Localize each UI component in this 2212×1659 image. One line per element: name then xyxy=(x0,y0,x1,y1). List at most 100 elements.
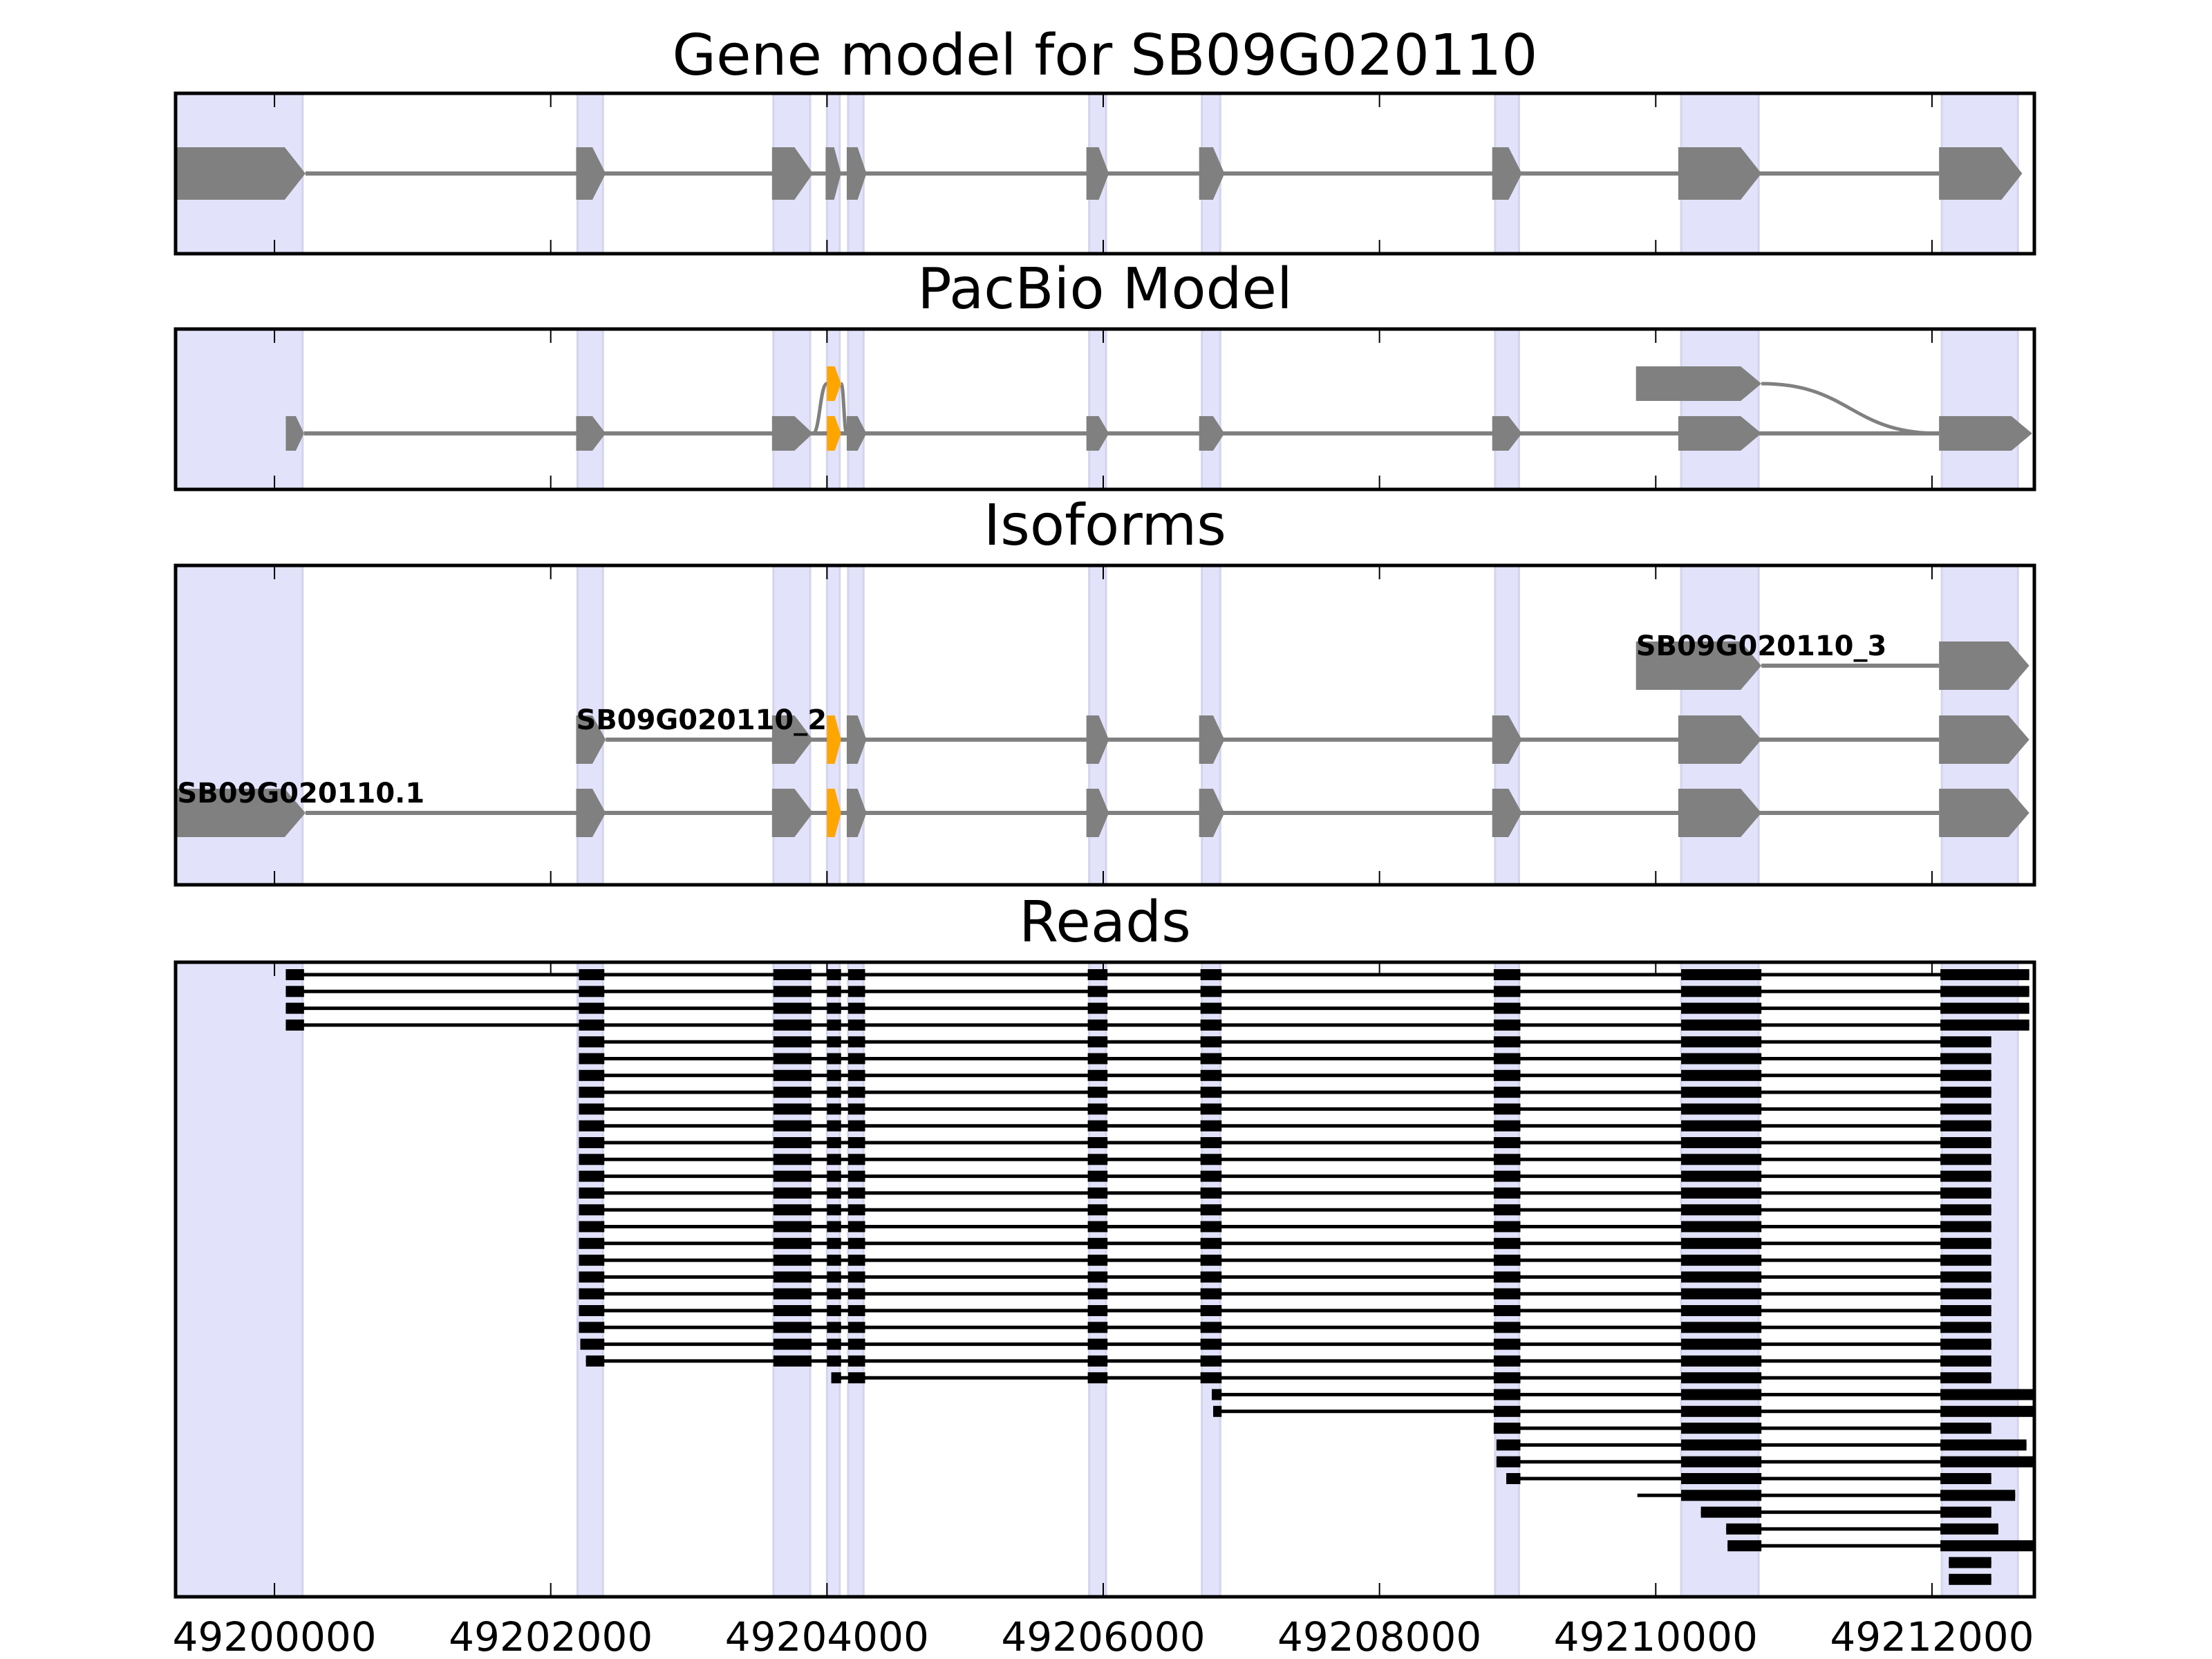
read-exon-block xyxy=(1681,1103,1762,1115)
read-exon-block xyxy=(1087,986,1108,997)
read-exon-block xyxy=(1493,1355,1521,1367)
read-exon-block xyxy=(1087,1103,1108,1115)
read-exon-block xyxy=(1087,1288,1108,1300)
read-exon-block xyxy=(1496,1456,1521,1468)
read-exon-block xyxy=(1681,1154,1762,1165)
exon xyxy=(1939,147,2023,200)
read-exon-block xyxy=(1200,1255,1222,1266)
splice-connection xyxy=(812,382,828,435)
exon xyxy=(1939,416,2032,451)
read-exon-block xyxy=(773,1204,812,1216)
read-exon-block xyxy=(773,1170,812,1182)
panel-plot-area xyxy=(176,565,2030,885)
read-exon-block xyxy=(1940,1439,2027,1451)
read-exon-block xyxy=(285,1019,304,1031)
read-exon-block xyxy=(1681,1019,1762,1031)
read-exon-block xyxy=(847,1036,865,1048)
read-exon-block xyxy=(847,1120,865,1132)
read-exon-block xyxy=(1493,1389,1521,1400)
read-exon-block xyxy=(579,969,605,980)
exon xyxy=(846,416,867,451)
x-tick-label: 49202000 xyxy=(449,1613,653,1659)
panel-frame xyxy=(174,91,2036,256)
read-exon-block xyxy=(827,1355,841,1367)
read-exon-block xyxy=(579,1120,605,1132)
read xyxy=(579,1204,1991,1216)
read xyxy=(579,1137,1991,1148)
read-exon-block xyxy=(1940,1305,1991,1316)
read-exon-block xyxy=(1087,1372,1108,1384)
read-exon-block xyxy=(827,986,841,997)
read-exon-block xyxy=(579,1271,605,1283)
read-exon-block xyxy=(1087,1271,1108,1283)
exon xyxy=(1199,789,1225,837)
read-exon-block xyxy=(1940,1405,2034,1417)
panel-frame xyxy=(174,563,2036,887)
exon-highlight-band xyxy=(825,329,841,489)
read-exon-block xyxy=(1940,1137,1991,1148)
read-exon-block xyxy=(1940,1019,2030,1031)
read-exon-block xyxy=(1681,1237,1762,1249)
read-exon-block xyxy=(1496,1439,1521,1451)
read-exon-block xyxy=(773,969,812,980)
exon xyxy=(1199,147,1225,200)
read-exon-block xyxy=(579,1288,605,1300)
x-tick-label: 49210000 xyxy=(1554,1613,1758,1659)
read-exon-block xyxy=(1087,1338,1108,1350)
read-exon-block xyxy=(1493,986,1521,997)
exon xyxy=(1086,715,1109,764)
read-exon-block xyxy=(827,1237,841,1249)
read xyxy=(1949,1573,1991,1585)
read-exon-block xyxy=(1940,1002,2030,1014)
read-exon-block xyxy=(1681,1053,1762,1065)
read-exon-block xyxy=(773,1120,812,1132)
read xyxy=(1726,1523,1998,1535)
read-exon-block xyxy=(1681,1036,1762,1048)
read-exon-block xyxy=(1087,1154,1108,1165)
exon xyxy=(771,416,813,451)
read-exon-block xyxy=(847,1154,865,1165)
read-exon-block xyxy=(773,1271,812,1283)
read-exon-block xyxy=(827,1255,841,1266)
read-exon-block xyxy=(847,986,865,997)
read-exon-block xyxy=(1087,1170,1108,1182)
read-exon-block xyxy=(1200,1069,1222,1081)
read-exon-block xyxy=(1087,969,1108,980)
read-exon-block xyxy=(579,1137,605,1148)
read-exon-block xyxy=(1681,1423,1762,1434)
read-exon-block xyxy=(1681,1069,1762,1081)
read-exon-block xyxy=(847,1322,865,1333)
exon xyxy=(1086,416,1109,451)
read-exon-block xyxy=(827,1120,841,1132)
panel-3: Reads xyxy=(174,890,2036,1599)
read-exon-block xyxy=(773,1221,812,1232)
read-exon-block xyxy=(1493,1255,1521,1266)
read-exon-block xyxy=(1940,1389,2034,1400)
read-exon-block xyxy=(1940,1288,1991,1300)
read-exon-block xyxy=(847,1053,865,1065)
panel-2: Isoforms SB09G020110.1 SB09G020110_2 SB09G0… xyxy=(174,493,2036,887)
exon xyxy=(576,789,606,837)
exon-highlight-band xyxy=(1494,329,1520,489)
read xyxy=(579,1255,1991,1266)
read-exon-block xyxy=(773,1036,812,1048)
read-exon-block xyxy=(1940,1473,1991,1484)
isoform-label: SB09G020110_2 xyxy=(576,704,827,736)
exon xyxy=(846,147,867,200)
exon xyxy=(1678,147,1762,200)
read-exon-block xyxy=(1700,1506,1762,1518)
x-tick-label: 49204000 xyxy=(725,1613,929,1659)
exon-highlight-band xyxy=(847,329,865,489)
read-exon-block xyxy=(1493,969,1521,980)
read-exon-block xyxy=(1940,1187,1991,1199)
read xyxy=(1212,1389,2034,1400)
read-exon-block xyxy=(827,1170,841,1182)
read-exon-block xyxy=(1681,1170,1762,1182)
read-exon-block xyxy=(1200,969,1222,980)
read-exon-block xyxy=(847,1103,865,1115)
exon-highlight-band xyxy=(1940,329,2019,489)
read xyxy=(579,1221,1991,1232)
read-exon-block xyxy=(1200,1221,1222,1232)
panel-frame xyxy=(174,960,2036,1599)
read-exon-block xyxy=(579,1002,605,1014)
